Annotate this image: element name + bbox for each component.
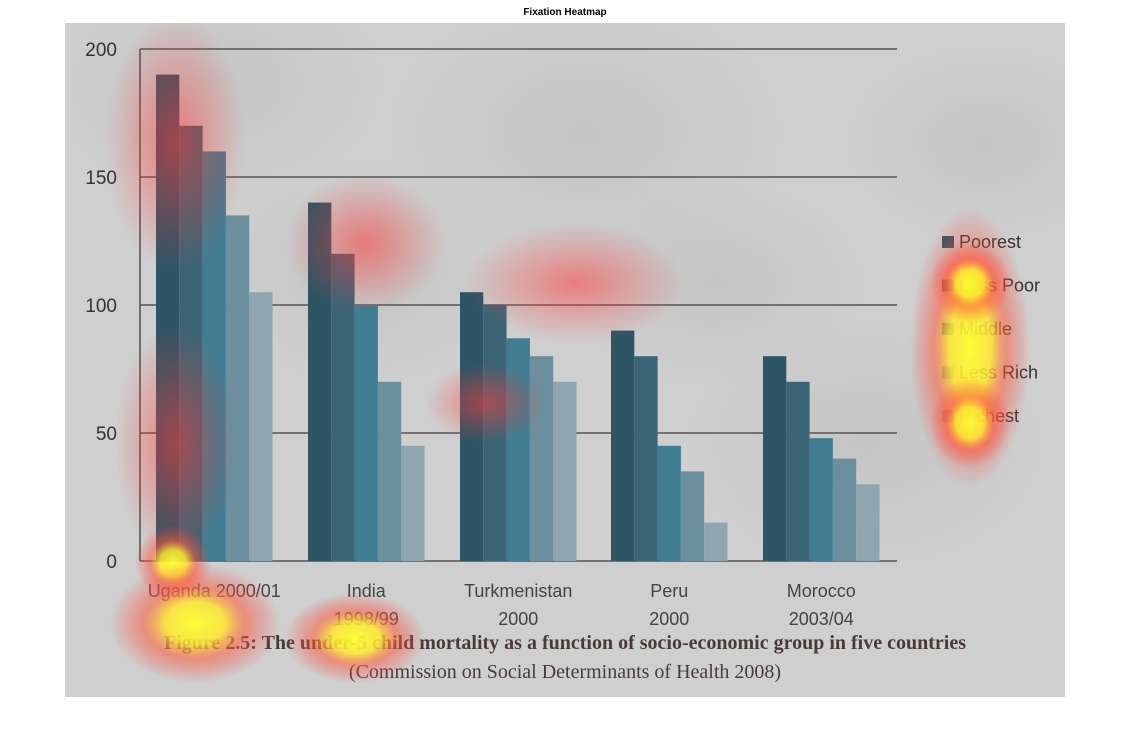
y-tick-label: 100	[85, 296, 117, 317]
x-category-label: Morocco	[787, 581, 856, 601]
bar-richest	[704, 522, 728, 561]
y-tick-label: 0	[106, 552, 117, 573]
bar-middle	[657, 445, 681, 561]
bar-poorest	[763, 356, 787, 561]
heatmap-figure: 050100150200Uganda 2000/01India1998/99Tu…	[65, 23, 1065, 697]
bar-richest	[249, 292, 273, 561]
heat-hotspot	[110, 563, 280, 683]
y-tick-label: 50	[96, 424, 117, 445]
heat-blob	[115, 323, 235, 563]
bar-less-rich	[832, 458, 857, 561]
x-category-label: 2000	[649, 609, 689, 629]
heat-blob	[105, 23, 245, 273]
bar-less-rich	[377, 381, 402, 561]
bar-middle	[809, 438, 833, 561]
x-category-label: 2000	[498, 609, 538, 629]
heatmap-overlay	[105, 23, 1030, 683]
bar-richest	[401, 445, 425, 561]
figure-caption: Figure 2.5: The under-5 child mortality …	[164, 632, 966, 654]
y-tick-label: 200	[85, 40, 117, 61]
heat-hotspot	[930, 243, 1010, 323]
bar-less-rich	[225, 215, 250, 561]
bar-chart: 050100150200Uganda 2000/01India1998/99Tu…	[65, 23, 1065, 683]
bar-middle	[354, 305, 378, 561]
bar-less-rich	[680, 471, 705, 561]
x-category-label: 2003/04	[789, 609, 854, 629]
x-category-label: Turkmenistan	[464, 581, 572, 601]
bar-poorest	[611, 330, 635, 561]
bar-less-poor	[786, 381, 810, 561]
page-title: Fixation Heatmap	[523, 7, 607, 18]
x-category-label: Peru	[650, 581, 688, 601]
heat-hotspot	[930, 378, 1010, 468]
heat-blob	[425, 363, 545, 443]
figure-caption-source: (Commission on Social Determinants of He…	[349, 661, 781, 683]
bar-less-poor	[331, 253, 355, 562]
background-blob	[565, 178, 865, 388]
heat-blob	[285, 173, 445, 313]
bar-less-poor	[634, 356, 658, 561]
caption: Figure 2.5: The under-5 child mortality …	[164, 632, 966, 683]
heat-blob	[465, 223, 685, 343]
heat-hotspot	[285, 593, 425, 683]
background-blob	[845, 45, 1065, 241]
bar-richest	[553, 381, 577, 561]
bar-richest	[856, 484, 880, 561]
